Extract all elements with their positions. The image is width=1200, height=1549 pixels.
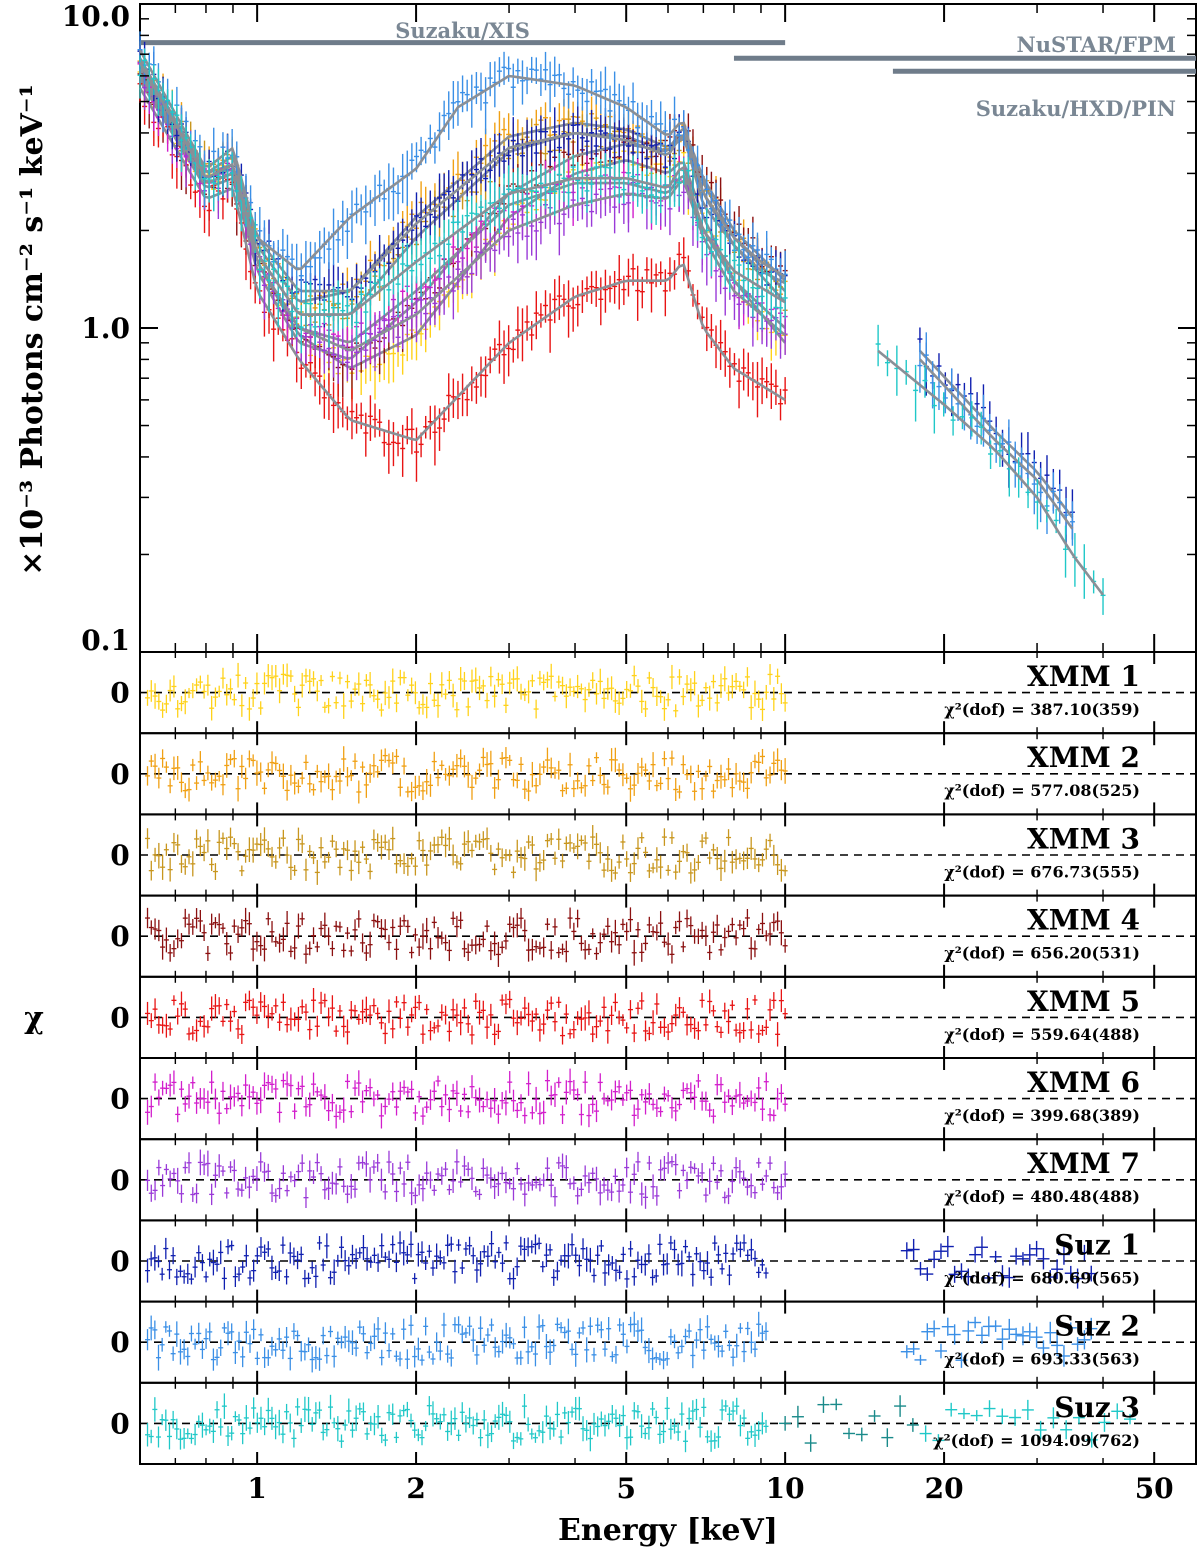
model-curve [138,87,786,442]
instrument-bars: Suzaku/XIS NuSTAR/FPM Suzaku/HXD/PIN [140,18,1196,121]
residual-panel-xmm-3: 0 XMM 3 χ²(dof) = 676.73(555) [110,813,1197,897]
residual-panels: 0 XMM 1 χ²(dof) = 387.10(359) 0 XMM 2 χ²(dof)… [110,651,1197,1505]
model-curve [918,358,1074,530]
panel-chi2-label: χ²(dof) = 676.73(555) [944,862,1140,881]
main-ticks: 0.1 1.0 10.0 [62,0,1197,657]
panel-name-label: XMM 3 [1027,822,1140,855]
panel-chi2-label: χ²(dof) = 577.08(525) [944,781,1140,800]
model-curve [138,49,786,278]
zero-tick-label: 0 [110,920,129,953]
panel-name-label: XMM 2 [1027,741,1140,774]
panel-name-label: XMM 4 [1027,904,1140,937]
model-curve [877,349,1105,596]
instrument-label: Suzaku/XIS [395,18,530,43]
zero-tick-label: 0 [110,677,129,710]
residual-panel-xmm-2: 0 XMM 2 χ²(dof) = 577.08(525) [110,732,1197,816]
zero-tick-label: 0 [110,839,129,872]
panel-chi2-label: χ²(dof) = 656.20(531) [944,944,1140,963]
instrument-label: Suzaku/HXD/PIN [976,96,1176,121]
y-tick-label: 0.1 [81,624,130,657]
panel-name-label: XMM 1 [1027,660,1140,693]
y-tick-label: 10.0 [62,0,130,33]
zero-tick-label: 0 [110,1001,129,1034]
residual-panel-xmm-4: 0 XMM 4 χ²(dof) = 656.20(531) [110,894,1197,978]
y-tick-label: 1.0 [81,312,130,345]
residual-panel-xmm-1: 0 XMM 1 χ²(dof) = 387.10(359) [110,651,1197,735]
spectra [137,31,1106,615]
series-suz-3 [137,48,1106,615]
model-curve [138,61,786,316]
model-curve [138,72,786,352]
zero-tick-label: 0 [110,758,129,791]
instrument-label: NuSTAR/FPM [1017,32,1176,57]
spectrum-panel: Suzaku/XIS NuSTAR/FPM Suzaku/HXD/PIN 0.1 1.0… [62,0,1197,657]
panel-chi2-label: χ²(dof) = 387.10(359) [944,700,1140,719]
